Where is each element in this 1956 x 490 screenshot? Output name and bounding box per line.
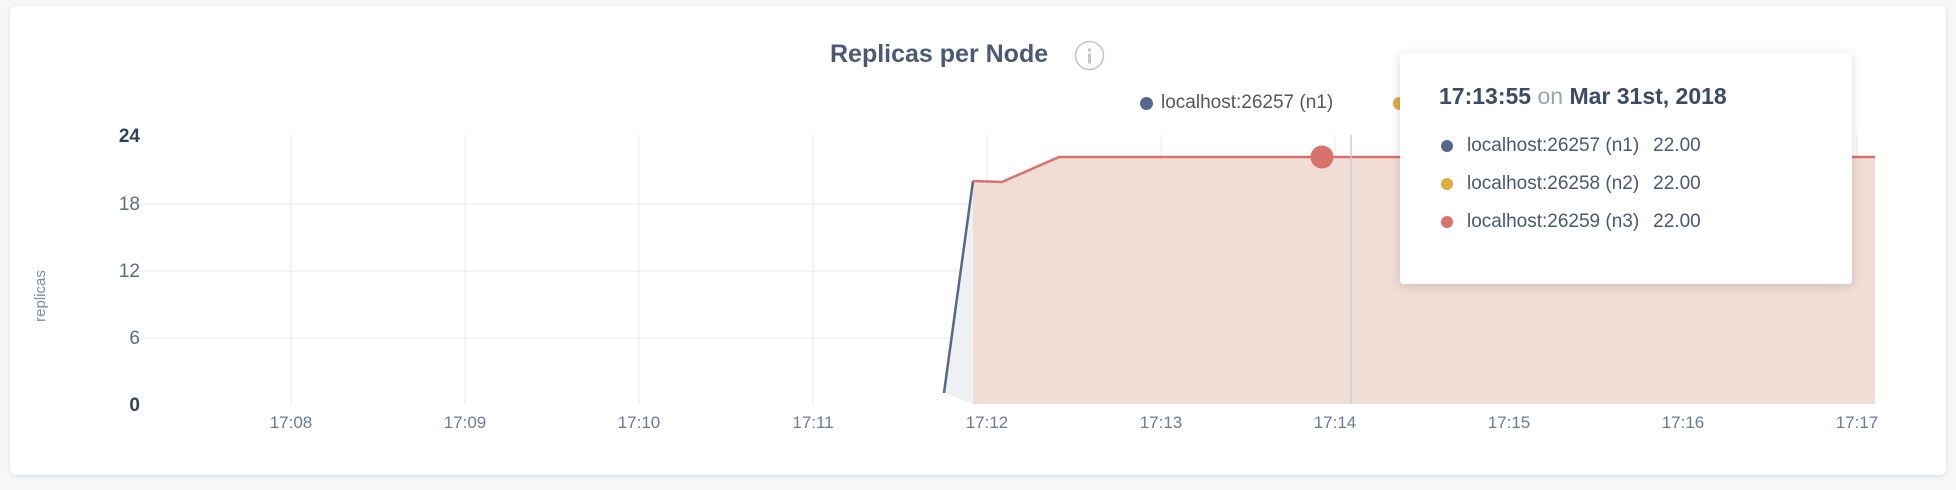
svg-text:17:10: 17:10 [618,413,661,432]
svg-text:17:16: 17:16 [1662,413,1705,432]
svg-text:12: 12 [119,261,140,282]
svg-text:17:15: 17:15 [1488,413,1531,432]
svg-text:17:13: 17:13 [1140,413,1183,432]
svg-text:18: 18 [119,194,140,215]
svg-text:17:12: 17:12 [966,413,1009,432]
svg-text:17:09: 17:09 [444,413,487,432]
svg-text:24: 24 [119,126,141,147]
svg-text:6: 6 [129,328,140,349]
svg-text:0: 0 [129,395,140,416]
svg-text:17:08: 17:08 [270,413,313,432]
svg-text:17:17: 17:17 [1836,413,1879,432]
svg-text:17:11: 17:11 [792,413,833,432]
svg-text:17:14: 17:14 [1314,413,1357,432]
